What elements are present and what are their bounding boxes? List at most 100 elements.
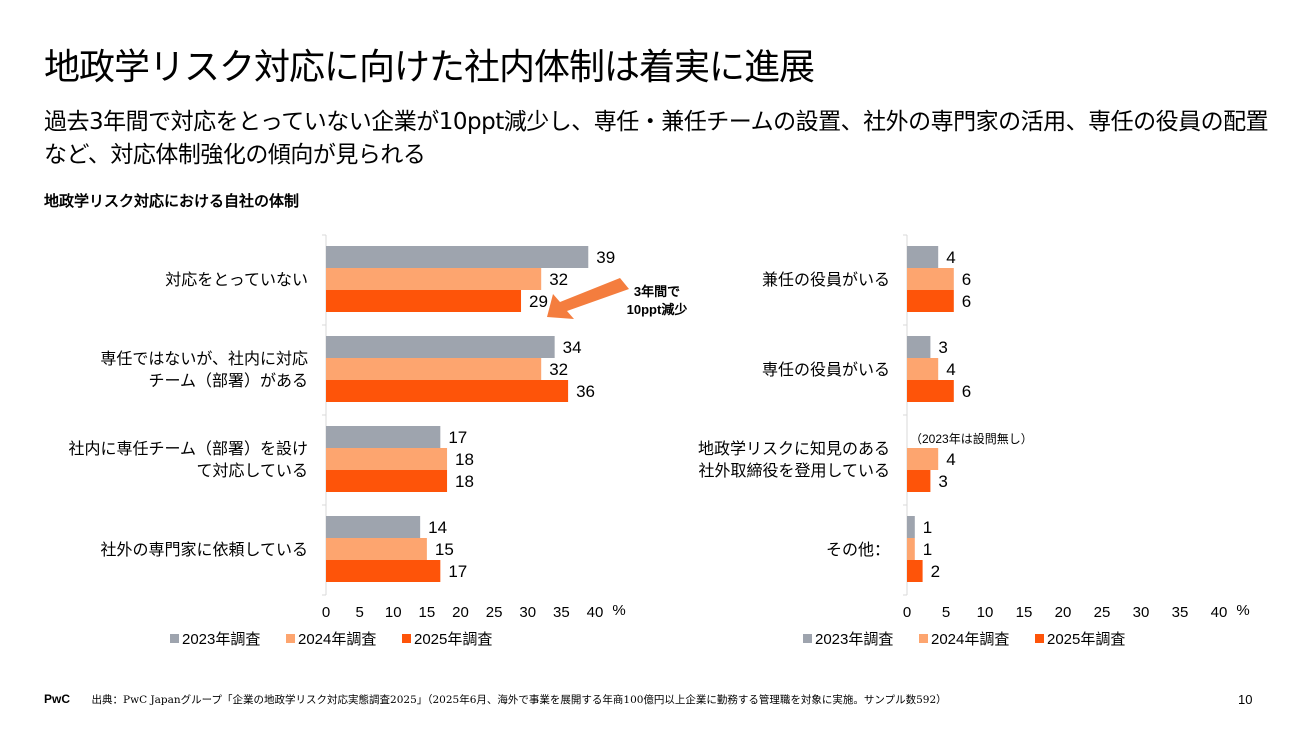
bar-2023年調査: [326, 426, 441, 448]
bar-2023年調査: [326, 246, 589, 268]
bar-2025年調査: [326, 470, 448, 492]
footer: PwC 出典：PwC Japanグループ「企業の地政学リスク対応実態調査2025…: [44, 692, 947, 707]
chart-right: 兼任の役員がいる466専任の役員がいる346地政学リスクに知見のある社外取締役を…: [698, 234, 1250, 648]
data-label: 1: [923, 518, 932, 537]
data-label: 17: [448, 428, 467, 447]
source-note: 出典：PwC Japanグループ「企業の地政学リスク対応実態調査2025」（20…: [91, 694, 947, 706]
x-unit-label: %: [1236, 602, 1249, 619]
data-label: 15: [435, 540, 454, 559]
bar-2025年調査: [326, 380, 569, 402]
pwc-logo: PwC: [44, 692, 71, 706]
data-label: 32: [549, 270, 568, 289]
x-tick-label: 20: [452, 604, 469, 621]
legend-swatch: [402, 634, 411, 643]
bar-2025年調査: [907, 380, 954, 402]
data-label: 29: [529, 292, 548, 311]
category-label: 社外取締役を登用している: [698, 462, 890, 480]
bar-2023年調査: [326, 336, 555, 358]
legend-label: 2025年調査: [414, 631, 492, 648]
data-label: 6: [962, 382, 971, 401]
x-tick-label: 0: [322, 604, 330, 621]
x-tick-label: 10: [977, 604, 994, 621]
legend-swatch: [286, 634, 295, 643]
bar-2023年調査: [907, 336, 931, 358]
x-tick-label: 15: [1016, 604, 1033, 621]
chart-note: （2023年は設問無し）: [910, 431, 1033, 446]
data-label: 6: [962, 270, 971, 289]
x-tick-label: 25: [1094, 604, 1111, 621]
bar-2025年調査: [326, 290, 522, 312]
data-label: 2: [931, 562, 940, 581]
legend-swatch: [170, 634, 179, 643]
legend-label: 2024年調査: [931, 631, 1009, 648]
category-label: て対応している: [196, 462, 308, 480]
page-subtitle: 過去3年間で対応をとっていない企業が10ppt減少し、専任・兼任チームの設置、社…: [44, 109, 1269, 168]
bar-2024年調査: [326, 358, 542, 380]
data-label: 4: [946, 450, 955, 469]
data-label: 39: [596, 248, 615, 267]
bar-2024年調査: [907, 268, 954, 290]
bar-2024年調査: [907, 358, 939, 380]
decrease-arrow: [547, 278, 629, 319]
chart-left: 対応をとっていない393229専任ではないが、社内に対応チーム（部署）がある34…: [68, 234, 688, 648]
category-label: 地政学リスクに知見のある: [698, 440, 890, 458]
page-number: 10: [1238, 692, 1253, 707]
bar-2024年調査: [907, 538, 915, 560]
x-tick-label: 25: [486, 604, 503, 621]
bar-2023年調査: [907, 246, 939, 268]
category-label: 対応をとっていない: [165, 271, 308, 289]
x-tick-label: 0: [903, 604, 911, 621]
bar-2023年調査: [907, 516, 915, 538]
data-label: 3: [938, 338, 947, 357]
chart-section-title: 地政学リスク対応における自社の体制: [44, 192, 300, 210]
x-tick-label: 30: [519, 604, 536, 621]
data-label: 14: [428, 518, 447, 537]
category-label: 専任の役員がいる: [762, 361, 890, 379]
x-tick-label: 5: [355, 604, 363, 621]
data-label: 6: [962, 292, 971, 311]
data-label: 36: [576, 382, 595, 401]
x-tick-label: 35: [553, 604, 570, 621]
page-title: 地政学リスク対応に向けた社内体制は着実に進展: [44, 47, 815, 88]
category-label: その他：: [826, 541, 890, 559]
annotation-label: 10ppt減少: [627, 302, 688, 317]
x-tick-label: 5: [942, 604, 950, 621]
data-label: 4: [946, 248, 955, 267]
x-tick-label: 30: [1133, 604, 1150, 621]
category-label: 兼任の役員がいる: [762, 271, 890, 289]
legend-label: 2023年調査: [815, 631, 893, 648]
legend-swatch: [919, 634, 928, 643]
legend-label: 2025年調査: [1047, 631, 1125, 648]
legend-label: 2024年調査: [298, 631, 376, 648]
bar-2025年調査: [326, 560, 441, 582]
data-label: 17: [448, 562, 467, 581]
x-tick-label: 40: [587, 604, 604, 621]
bar-2025年調査: [907, 560, 923, 582]
category-label: チーム（部署）がある: [148, 372, 308, 390]
category-label: 社内に専任チーム（部署）を設け: [68, 440, 308, 458]
data-label: 1: [923, 540, 932, 559]
x-unit-label: %: [612, 602, 625, 619]
data-label: 3: [938, 472, 947, 491]
annotation-label: 3年間で: [634, 284, 680, 299]
bar-2024年調査: [326, 538, 427, 560]
data-label: 32: [549, 360, 568, 379]
legend-swatch: [803, 634, 812, 643]
x-tick-label: 20: [1055, 604, 1072, 621]
bar-2024年調査: [907, 448, 939, 470]
bar-2023年調査: [326, 516, 421, 538]
legend-swatch: [1035, 634, 1044, 643]
data-label: 34: [563, 338, 582, 357]
category-label: 専任ではないが、社内に対応: [100, 350, 308, 368]
data-label: 18: [455, 472, 474, 491]
bar-2024年調査: [326, 268, 542, 290]
x-tick-label: 35: [1172, 604, 1189, 621]
bar-2024年調査: [326, 448, 448, 470]
category-label: 社外の専門家に依頼している: [100, 541, 308, 559]
data-label: 18: [455, 450, 474, 469]
x-tick-label: 15: [419, 604, 436, 621]
data-label: 4: [946, 360, 955, 379]
bar-2025年調査: [907, 290, 954, 312]
x-tick-label: 10: [385, 604, 402, 621]
